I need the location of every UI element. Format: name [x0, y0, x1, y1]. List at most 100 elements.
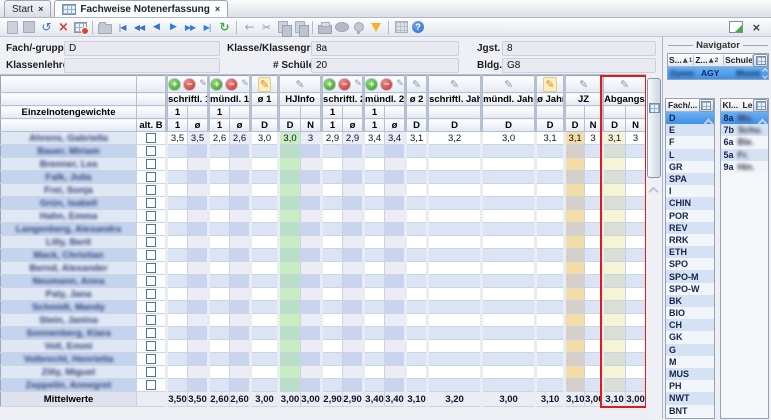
grade-cell[interactable]: [625, 274, 646, 288]
grade-cell[interactable]: [342, 326, 365, 340]
add-grade-icon[interactable]: +: [211, 77, 224, 91]
edit-icon[interactable]: ✎: [449, 77, 460, 91]
grade-cell[interactable]: [563, 300, 586, 314]
grade-cell[interactable]: [207, 157, 231, 171]
grade-cell[interactable]: [384, 235, 407, 249]
grade-cell[interactable]: [300, 352, 323, 366]
grade-cell[interactable]: [601, 339, 627, 353]
grade-cell[interactable]: [534, 287, 566, 301]
school-row[interactable]: Gymn AGY Muster: [668, 67, 768, 79]
grade-cell[interactable]: [480, 235, 537, 249]
grade-cell[interactable]: [320, 274, 344, 288]
delete-button[interactable]: ×: [58, 19, 69, 35]
grade-cell[interactable]: [534, 378, 566, 392]
alt-b-cell[interactable]: [136, 326, 167, 340]
grade-cell[interactable]: [249, 144, 280, 158]
grade-cell[interactable]: 3,2: [426, 131, 483, 145]
grade-cell[interactable]: [384, 157, 407, 171]
add-grade-icon[interactable]: +: [324, 77, 337, 91]
grade-cell[interactable]: [320, 326, 344, 340]
grade-cell[interactable]: [384, 170, 407, 184]
remove-grade-icon[interactable]: −: [338, 77, 352, 91]
grade-cell[interactable]: [249, 261, 280, 275]
grade-cell[interactable]: [249, 274, 280, 288]
alt-b-cell[interactable]: [136, 261, 167, 275]
grade-cell[interactable]: [426, 261, 483, 275]
grade-cell[interactable]: [404, 144, 429, 158]
grade-cell[interactable]: [277, 209, 302, 223]
grade-cell[interactable]: [534, 222, 566, 236]
grade-cell[interactable]: 2,6: [229, 131, 252, 145]
grade-cell[interactable]: [625, 157, 646, 171]
grade-cell[interactable]: [187, 209, 210, 223]
grade-cell[interactable]: [426, 248, 483, 262]
grade-cell[interactable]: [207, 222, 231, 236]
grade-cell[interactable]: [534, 209, 566, 223]
grade-cell[interactable]: [480, 261, 537, 275]
grade-cell[interactable]: [342, 157, 365, 171]
grade-cell[interactable]: 3,0: [480, 131, 537, 145]
grade-cell[interactable]: 3: [625, 131, 646, 145]
grade-cell[interactable]: [563, 248, 586, 262]
grade-cell[interactable]: [229, 235, 252, 249]
alt-b-cell[interactable]: [136, 248, 167, 262]
grade-cell[interactable]: [362, 183, 386, 197]
alt-b-checkbox[interactable]: [146, 249, 156, 260]
column-chooser-button[interactable]: [698, 99, 714, 112]
grade-cell[interactable]: [563, 274, 586, 288]
grade-cell[interactable]: [165, 326, 188, 340]
alt-b-cell[interactable]: [136, 131, 167, 145]
grade-cell[interactable]: [207, 313, 231, 327]
grade-cell[interactable]: [362, 313, 386, 327]
grade-cell[interactable]: 2,6: [207, 131, 231, 145]
grade-cell[interactable]: [229, 326, 252, 340]
grade-cell[interactable]: [187, 170, 210, 184]
grade-cell[interactable]: [625, 235, 646, 249]
grade-cell[interactable]: [601, 287, 627, 301]
grade-cell[interactable]: [320, 196, 344, 210]
subject-item-spa[interactable]: SPA: [666, 172, 714, 186]
grade-cell[interactable]: [207, 183, 231, 197]
grade-cell[interactable]: 3,0: [277, 131, 302, 145]
grade-cell[interactable]: [300, 144, 323, 158]
grade-cell[interactable]: [384, 261, 407, 275]
grade-cell[interactable]: [625, 248, 646, 262]
grade-cell[interactable]: [207, 235, 231, 249]
grade-cell[interactable]: [601, 300, 627, 314]
alt-b-checkbox[interactable]: [146, 379, 156, 390]
alt-b-checkbox[interactable]: [146, 301, 156, 312]
grade-cell[interactable]: [249, 352, 280, 366]
grade-cell[interactable]: [187, 248, 210, 262]
grade-cell[interactable]: [277, 144, 302, 158]
alt-b-cell[interactable]: [136, 157, 167, 171]
paste-button[interactable]: [292, 20, 309, 37]
grade-cell[interactable]: [342, 170, 365, 184]
grade-cell[interactable]: [320, 352, 344, 366]
grade-cell[interactable]: [404, 287, 429, 301]
grade-cell[interactable]: [187, 196, 210, 210]
alt-b-checkbox[interactable]: [146, 275, 156, 286]
grade-cell[interactable]: [229, 365, 252, 379]
grade-cell[interactable]: [165, 222, 188, 236]
grade-cell[interactable]: [207, 365, 231, 379]
school-column-header[interactable]: Z... ▲ 2: [694, 55, 725, 65]
grade-cell[interactable]: 3,0: [249, 131, 280, 145]
grade-cell[interactable]: [563, 209, 586, 223]
fach-header[interactable]: Fach/...: [668, 100, 698, 110]
grade-cell[interactable]: [404, 209, 429, 223]
grade-cell[interactable]: [480, 183, 537, 197]
alt-b-cell[interactable]: [136, 209, 167, 223]
grade-cell[interactable]: [229, 170, 252, 184]
lamp-button[interactable]: [351, 20, 367, 35]
grade-cell[interactable]: [601, 235, 627, 249]
grade-cell[interactable]: [249, 235, 280, 249]
scroll-up-icon[interactable]: [757, 114, 768, 132]
add-grade-icon[interactable]: +: [169, 77, 182, 91]
alt-b-cell[interactable]: [136, 170, 167, 184]
grade-cell[interactable]: [229, 209, 252, 223]
grade-cell[interactable]: [480, 313, 537, 327]
grade-cell[interactable]: [249, 196, 280, 210]
grade-cell[interactable]: [165, 235, 188, 249]
grade-cell[interactable]: [300, 274, 323, 288]
refresh-button[interactable]: ↻: [219, 19, 229, 34]
